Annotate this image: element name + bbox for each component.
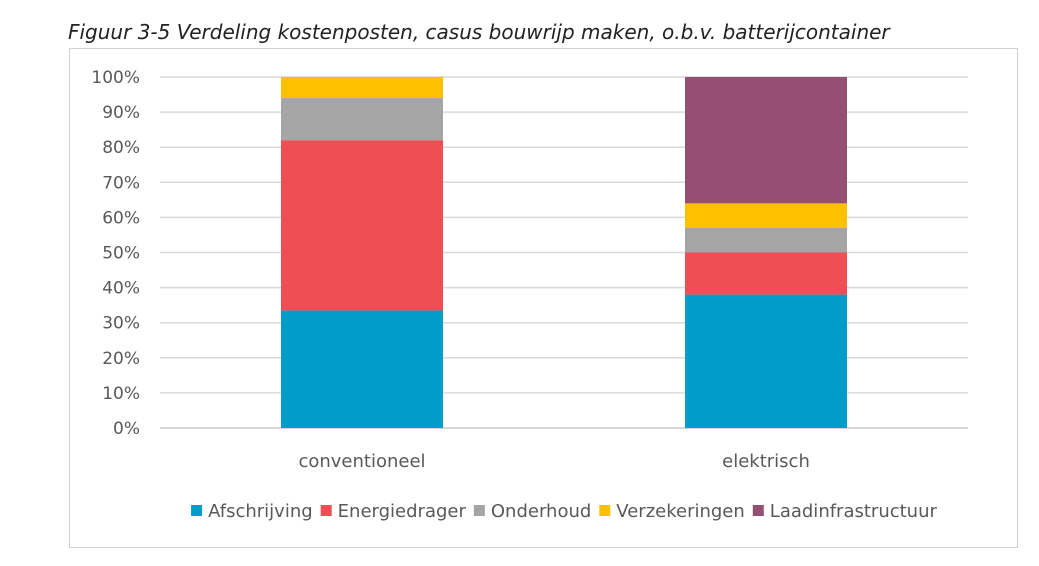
- bar-segment-afschrijving: [281, 310, 443, 428]
- legend-swatch: [752, 505, 764, 516]
- y-tick-label: 90%: [102, 103, 140, 123]
- y-tick-label: 30%: [102, 314, 140, 334]
- bar-segment-energiedrager: [685, 252, 847, 295]
- legend-label: Energiedrager: [338, 501, 467, 522]
- bar-segment-onderhoud: [685, 227, 847, 253]
- bar-segment-laadinfrastructuur: [685, 77, 847, 204]
- y-tick-label: 20%: [102, 349, 140, 369]
- y-tick-label: 50%: [102, 244, 140, 264]
- figure-caption: Figuur 3-5 Verdeling kostenposten, casus…: [68, 20, 890, 44]
- y-tick-label: 60%: [102, 208, 140, 228]
- legend-label: Onderhoud: [491, 501, 591, 522]
- legend-swatch: [473, 505, 485, 516]
- bar-segment-onderhoud: [281, 98, 443, 141]
- y-tick-label: 40%: [102, 279, 140, 299]
- x-category-label: conventioneel: [298, 451, 425, 472]
- y-tick-label: 80%: [102, 138, 140, 158]
- legend-label: Verzekeringen: [616, 501, 745, 522]
- y-tick-label: 100%: [91, 68, 140, 88]
- legend-swatch: [599, 505, 611, 516]
- legend-swatch: [191, 505, 203, 516]
- bar-segment-afschrijving: [685, 294, 847, 428]
- y-tick-label: 70%: [102, 173, 140, 193]
- y-tick-label: 0%: [113, 419, 140, 439]
- chart-frame: [69, 48, 1018, 548]
- legend-swatch: [320, 505, 332, 516]
- bar-segment-energiedrager: [281, 140, 443, 311]
- y-tick-label: 10%: [102, 384, 140, 404]
- x-category-label: elektrisch: [722, 451, 810, 472]
- bar-segment-verzekeringen: [685, 203, 847, 228]
- legend-label: Afschrijving: [208, 501, 313, 522]
- bar-segment-verzekeringen: [281, 77, 443, 99]
- legend-label: Laadinfrastructuur: [770, 501, 938, 522]
